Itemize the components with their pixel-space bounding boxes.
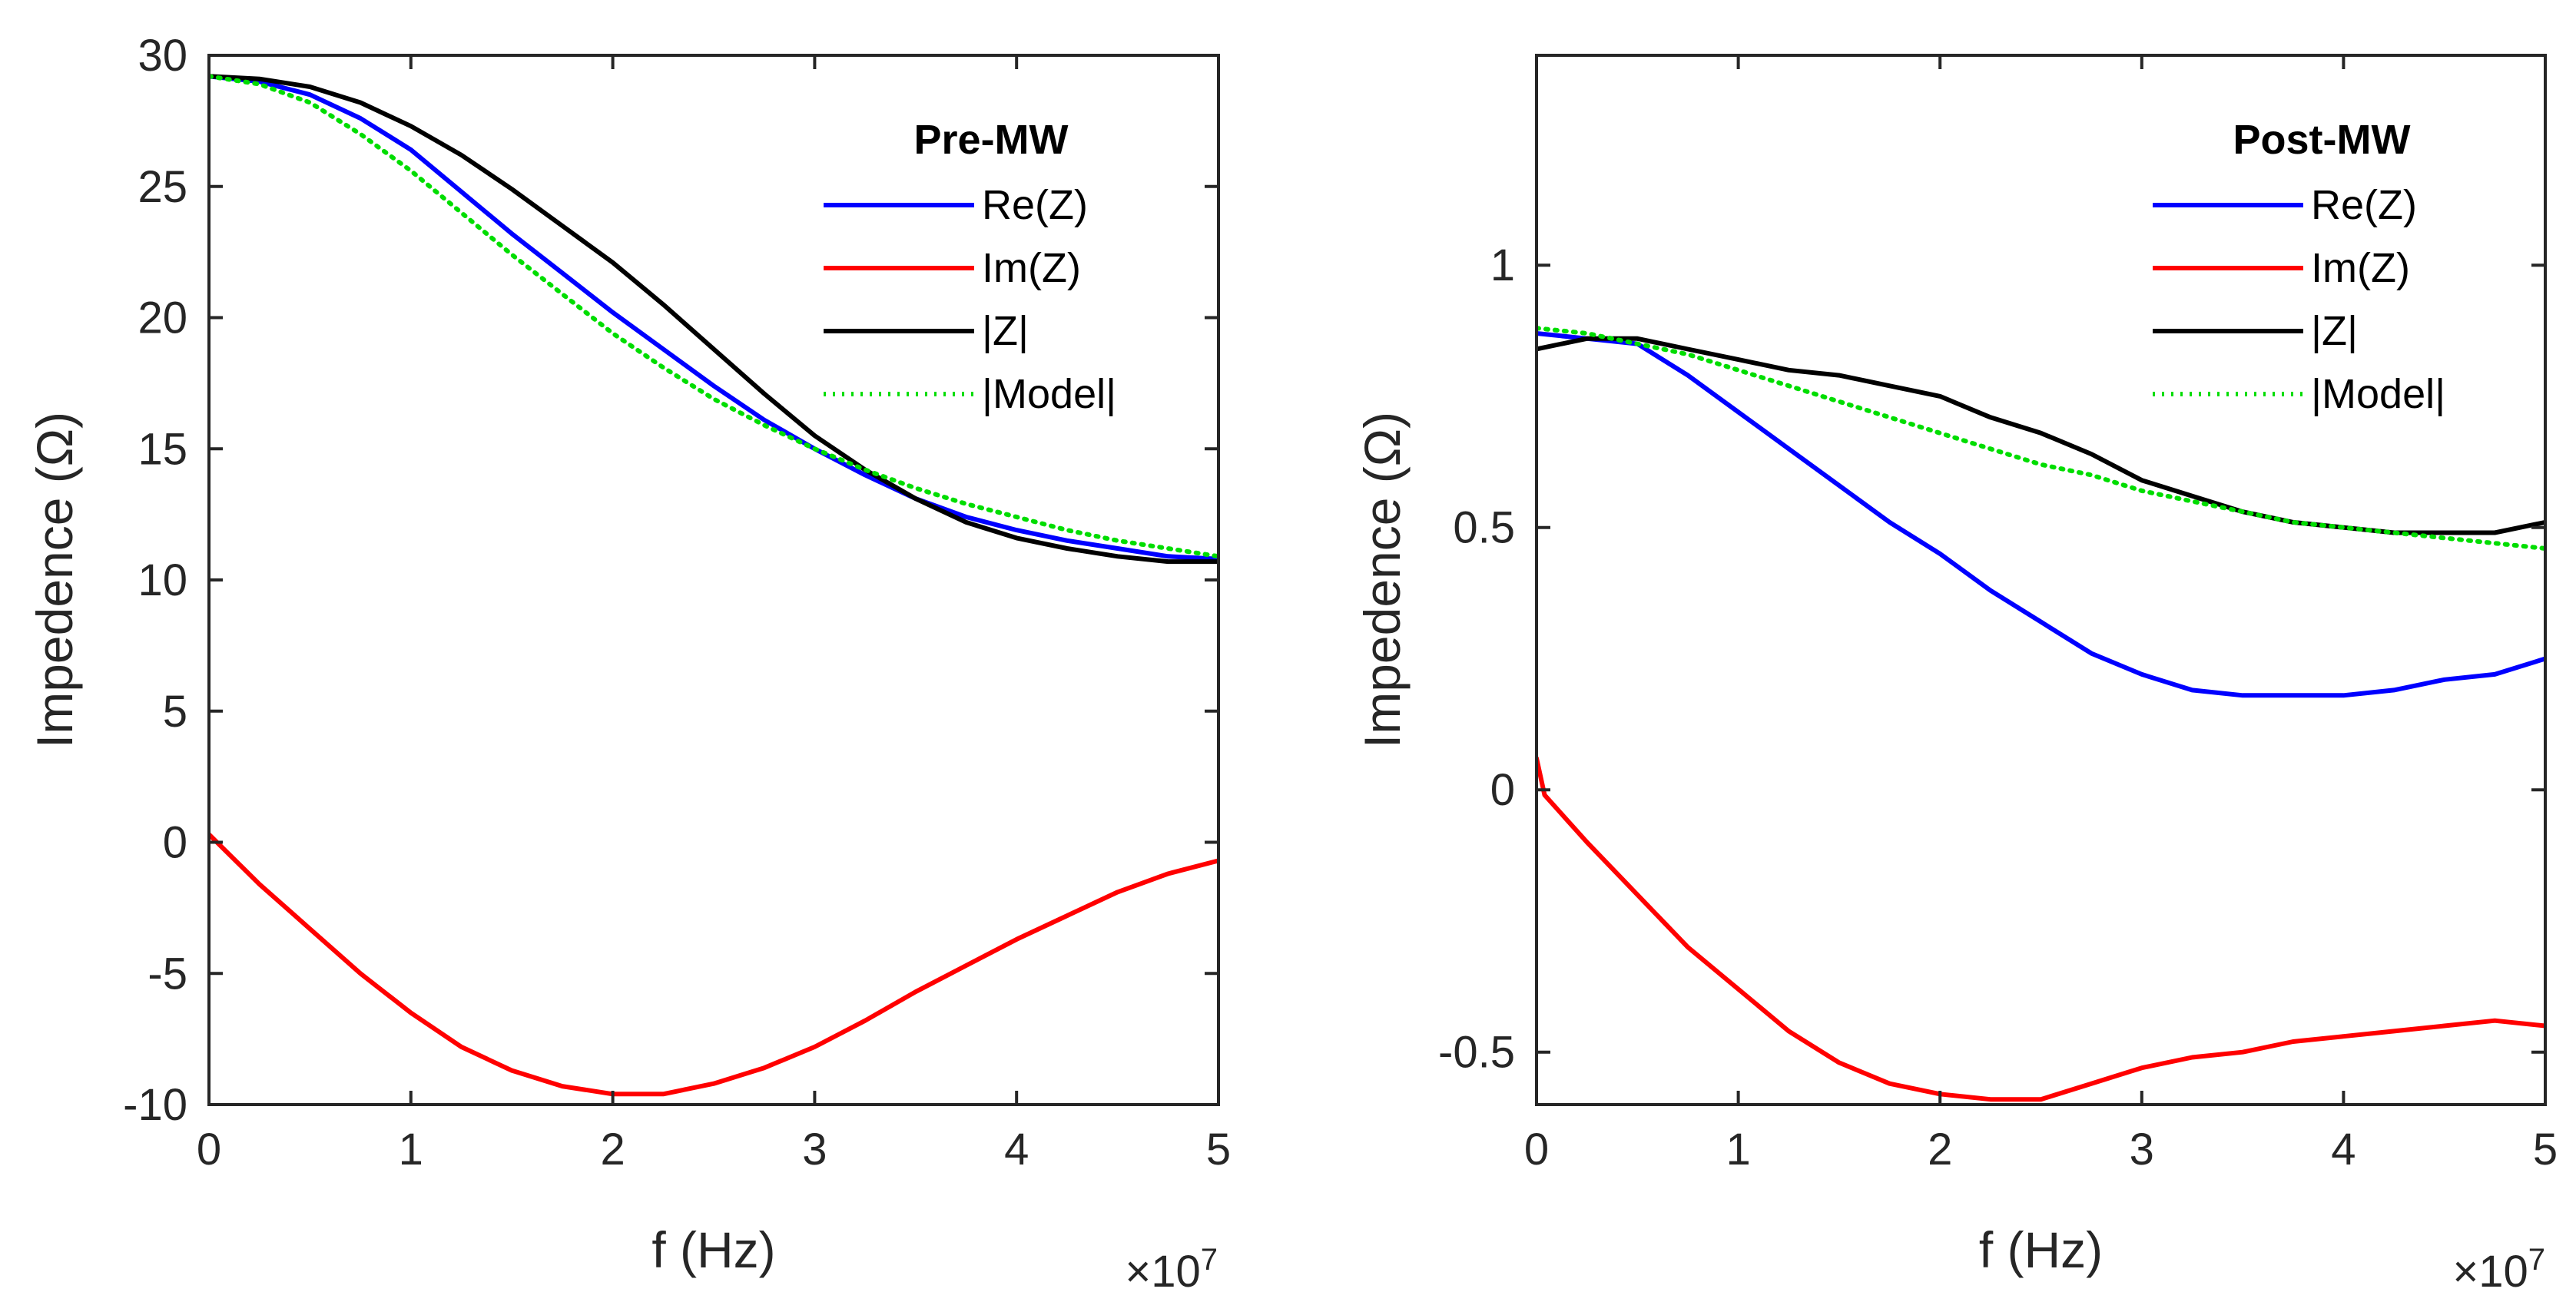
series-line-z	[209, 74, 1218, 565]
y-tick-label: -5	[148, 949, 187, 999]
y-tick-label: 0	[163, 818, 187, 868]
legend-label: |Z|	[982, 308, 1029, 354]
legend-label: |Z|	[2311, 308, 2358, 354]
plot-frame	[1535, 54, 2547, 1106]
x-tick-label: 2	[600, 1125, 625, 1174]
x-tick-label: 1	[399, 1125, 423, 1174]
x-tick-label: 2	[1928, 1125, 1952, 1174]
series-line-z	[1537, 336, 2545, 535]
x-axis-label: f (Hz)	[651, 1221, 775, 1278]
y-tick-label: 0.5	[1453, 503, 1515, 553]
x-tick-label: 5	[1206, 1125, 1231, 1174]
series-line-imz	[209, 832, 1218, 1097]
x-tick-label: 3	[2130, 1125, 2154, 1174]
legend-label: |Model|	[2311, 371, 2445, 417]
legend-title: Post-MW	[2233, 117, 2411, 163]
x-tick-label: 0	[1524, 1125, 1549, 1174]
legend-label: Re(Z)	[2311, 182, 2417, 228]
y-axis-label: Impedence (Ω)	[1354, 412, 1411, 748]
y-axis-label: Impedence (Ω)	[26, 412, 83, 748]
chart-post-mw: 0 1 2 3 4 5-0.500.51 Post-MWRe(Z)Im(Z)|Z||Mod…	[1354, 54, 2558, 1297]
y-tick-label: 0	[1490, 765, 1515, 815]
y-tick-label: 1	[1490, 240, 1515, 290]
x-tick-label: 4	[1004, 1125, 1029, 1174]
y-tick-label: 5	[163, 687, 187, 737]
x-axis-label: f (Hz)	[1979, 1221, 2103, 1278]
series-line-model	[1537, 326, 2545, 551]
legend-label: Re(Z)	[982, 182, 1088, 228]
series-line-model	[209, 74, 1218, 559]
x-tick-label: 4	[2331, 1125, 2356, 1174]
x-multiplier-label: ×107	[1125, 1243, 1218, 1297]
y-tick-label: -10	[123, 1080, 187, 1130]
chart-pre-mw: 0 1 2 3 4 5 -10 -5 0 5 10 15 20 25 30 Pre-MW Re(Z) Im(Z)…	[26, 31, 1231, 1297]
legend-title: Pre-MW	[914, 117, 1069, 163]
x-multiplier-label: ×107	[2452, 1243, 2545, 1297]
y-tick-label: -0.5	[1438, 1028, 1515, 1078]
series-line-rez	[209, 74, 1218, 562]
y-tick-label: 30	[138, 31, 187, 81]
legend-label: Im(Z)	[982, 245, 1081, 291]
series-line-rez	[1537, 331, 2545, 698]
x-tick-label: 0	[197, 1125, 221, 1174]
y-tick-label: 10	[138, 555, 187, 605]
y-tick-label: 15	[138, 424, 187, 474]
y-tick-label: 25	[138, 162, 187, 212]
legend-label: |Model|	[982, 371, 1116, 417]
series-line-imz	[1537, 756, 2545, 1102]
legend-label: Im(Z)	[2311, 245, 2410, 291]
x-tick-label: 5	[2533, 1125, 2558, 1174]
x-tick-label: 3	[802, 1125, 827, 1174]
x-tick-label: 1	[1726, 1125, 1750, 1174]
y-tick-label: 20	[138, 293, 187, 343]
